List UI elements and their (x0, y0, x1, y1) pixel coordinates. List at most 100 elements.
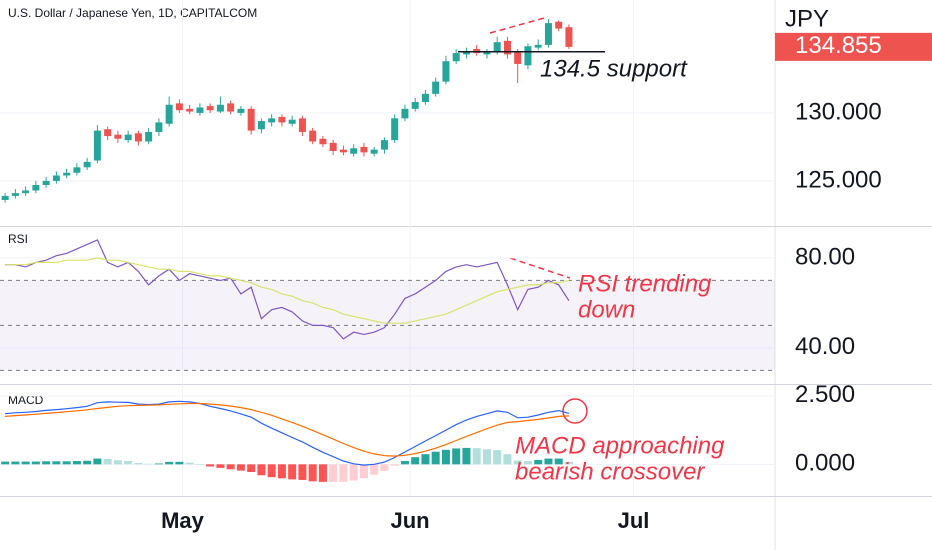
candle-body (401, 108, 409, 119)
candle-body (93, 130, 101, 161)
price-label-box (775, 32, 932, 61)
histogram-bar (226, 464, 235, 470)
candle-body (288, 119, 296, 124)
histogram-bar (544, 458, 553, 465)
histogram-bar (554, 458, 563, 465)
histogram-bar (441, 449, 450, 465)
y-tick-label: 40.00 (795, 333, 855, 360)
histogram-bar (103, 458, 112, 465)
y-tick-label: 2.500 (795, 381, 855, 408)
candle-body (555, 21, 563, 29)
histogram-bar (370, 464, 379, 475)
histogram-bar (165, 461, 174, 465)
trend-line (489, 16, 549, 34)
x-tick-label: Jul (618, 508, 650, 533)
histogram-bar (11, 461, 20, 465)
candle-body (514, 51, 522, 64)
candle-body (83, 161, 91, 168)
histogram-bar (288, 464, 297, 480)
candle-body (544, 23, 552, 45)
histogram-bar (431, 451, 440, 465)
histogram-bar (175, 461, 184, 465)
candle-body (309, 130, 317, 142)
series-line (5, 400, 570, 466)
candle-body (411, 102, 419, 109)
candle-body (391, 118, 399, 141)
histogram-bar (359, 464, 368, 479)
candle-body (534, 44, 542, 48)
candle-body (11, 193, 19, 196)
candle-body (227, 103, 235, 112)
candle-body (278, 116, 286, 123)
candle-body (503, 40, 511, 55)
annotation: bearish crossover (515, 458, 705, 485)
histogram-bar (236, 464, 245, 471)
candle-body (370, 149, 378, 154)
candle-body (145, 131, 153, 142)
histogram-bar (503, 454, 512, 465)
histogram-bar (124, 461, 133, 465)
y-tick-label: 80.00 (795, 243, 855, 270)
histogram-bar (462, 447, 471, 465)
histogram-bar (62, 461, 71, 465)
series-line (5, 257, 570, 324)
candle-body (155, 122, 163, 132)
histogram-bar (421, 454, 430, 465)
candle-body (483, 51, 491, 55)
candle-body (165, 104, 173, 124)
candle-body (298, 118, 306, 132)
candle-body (134, 133, 142, 142)
histogram-bar (72, 461, 81, 465)
y-axis-title: JPY (785, 5, 829, 32)
histogram-bar (185, 462, 194, 465)
candle-body (124, 134, 132, 141)
histogram-bar (411, 457, 420, 465)
histogram-bar (21, 461, 30, 465)
x-tick-label: Jun (390, 508, 429, 533)
histogram-bar (472, 448, 481, 465)
histogram-bar (390, 464, 399, 466)
histogram-bar (144, 463, 153, 465)
histogram-bar (523, 461, 532, 465)
histogram-bar (113, 460, 122, 465)
candle-body (32, 185, 40, 191)
histogram-bar (206, 464, 215, 467)
histogram-bar (329, 464, 338, 482)
candle-body (196, 107, 204, 113)
histogram-bar (493, 450, 502, 465)
histogram-bar (534, 459, 543, 465)
histogram-bar (93, 458, 102, 465)
candle-body (565, 27, 573, 47)
trend-line (509, 257, 571, 279)
histogram-bar (277, 464, 286, 479)
x-tick-label: May (161, 508, 205, 533)
candle-body (462, 51, 470, 55)
candle-body (360, 146, 368, 153)
candle-body (175, 103, 183, 111)
candle-body (442, 61, 450, 82)
candle-body (186, 108, 194, 112)
y-tick-label: 130.000 (795, 98, 882, 125)
pane-title: MACD (8, 393, 44, 407)
histogram-bar (308, 464, 317, 482)
histogram-bar (513, 460, 522, 465)
candle-body (63, 172, 71, 176)
candle-body (268, 118, 276, 123)
histogram-bar (339, 464, 348, 482)
series-line (5, 402, 569, 457)
annotation: RSI trending (578, 270, 712, 297)
highlight-circle (562, 398, 588, 424)
histogram-bar (400, 461, 409, 465)
chart-title: U.S. Dollar / Japanese Yen, 1D, CAPITALC… (8, 6, 257, 20)
annotation: down (578, 296, 635, 323)
histogram-bar (247, 464, 256, 472)
histogram-bar (267, 464, 276, 478)
candle-body (237, 108, 245, 113)
histogram-bar (482, 449, 491, 465)
candle-body (257, 121, 265, 130)
series-line (5, 239, 570, 340)
histogram-bar (42, 461, 51, 465)
candle-body (52, 175, 60, 181)
candle-body (339, 149, 347, 153)
